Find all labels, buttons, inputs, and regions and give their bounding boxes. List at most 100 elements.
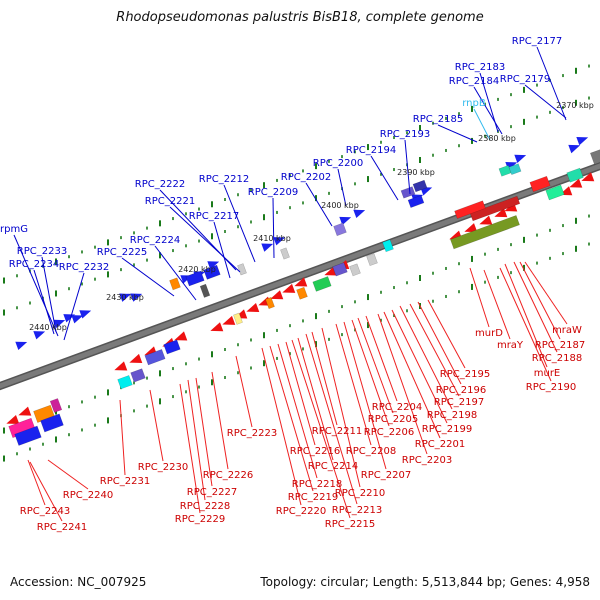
gene-label-bottom: murD	[475, 328, 503, 339]
label-leader-line	[305, 333, 358, 505]
label-leader-line	[377, 313, 428, 455]
reverse-gene-arrow	[246, 303, 260, 313]
label-leader-line	[499, 267, 552, 382]
scale-label: 2430 kbp	[106, 293, 144, 302]
label-leader-line	[297, 337, 334, 461]
label-leader-line	[235, 355, 253, 428]
gene-label-top: RPC_2194	[346, 145, 396, 156]
genome-summary: Topology: circular; Length: 5,513,844 bp…	[260, 575, 590, 589]
gene-label-top: RPC_2193	[380, 129, 430, 140]
gene-block	[312, 276, 332, 292]
label-leader-line	[337, 168, 347, 207]
gene-label-top: RPC_2184	[449, 76, 499, 87]
forward-gene-arrow	[420, 187, 433, 196]
gene-block	[382, 239, 394, 253]
gene-block	[469, 195, 521, 222]
label-leader-line	[179, 383, 201, 514]
forward-gene-arrow	[33, 331, 46, 340]
reverse-gene-arrow	[6, 415, 20, 425]
label-leader-line	[27, 459, 46, 506]
gene-label-top: RPC_2224	[130, 235, 180, 246]
gene-label-bottom: RPC_2205	[368, 414, 418, 425]
gene-label-bottom: RPC_2190	[526, 382, 576, 393]
gene-label-bottom: murE	[534, 368, 561, 379]
forward-gene-arrow	[207, 261, 220, 270]
gene-block	[332, 262, 348, 277]
gene-block	[400, 186, 416, 199]
scale-label: 2390 kbp	[397, 168, 435, 177]
gene-block	[144, 349, 166, 366]
forward-gene-arrow	[273, 237, 286, 246]
gene-label-top: RPC_2202	[281, 172, 331, 183]
gene-label-top: RPC_2234	[9, 259, 59, 270]
label-leader-line	[391, 309, 448, 424]
label-leader-line	[305, 182, 333, 227]
gene-block	[14, 425, 42, 446]
gene-label-bottom: RPC_2199	[422, 424, 472, 435]
reverse-gene-arrow	[270, 290, 284, 300]
gene-block	[296, 286, 308, 300]
label-leader-line	[311, 331, 338, 426]
gene-label-bottom: RPC_2227	[187, 487, 237, 498]
gene-block	[545, 184, 565, 201]
gene-label-bottom: RPC_2198	[427, 410, 477, 421]
reverse-gene-arrow	[464, 223, 478, 233]
scale-label: 2410 kbp	[253, 234, 291, 243]
gene-label-bottom: RPC_2229	[175, 514, 225, 525]
label-leader-line	[41, 256, 57, 333]
label-leader-line	[285, 341, 316, 446]
gene-label-bottom: RPC_2204	[372, 402, 422, 413]
gene-label-bottom: RPC_2220	[276, 506, 326, 517]
label-leader-line	[335, 323, 372, 446]
label-leader-line	[383, 311, 441, 439]
gene-label-bottom: RPC_2243	[20, 506, 70, 517]
gene-label-top: rnpB	[462, 98, 486, 109]
gene-block	[163, 339, 181, 355]
gene-label-top: RPC_2177	[512, 36, 562, 47]
label-leader-line	[321, 327, 361, 488]
reverse-gene-arrow	[222, 315, 236, 325]
gene-block	[589, 148, 600, 165]
gene-block	[130, 368, 146, 383]
label-leader-line	[119, 399, 126, 476]
label-leader-line	[63, 272, 85, 341]
label-leader-line	[399, 305, 453, 410]
forward-gene-arrow	[79, 310, 92, 319]
gene-label-bottom: RPC_2231	[100, 476, 150, 487]
gene-block	[366, 253, 378, 266]
label-leader-line	[469, 267, 490, 328]
gene-block	[529, 175, 551, 193]
label-leader-line	[121, 257, 175, 297]
reverse-gene-arrow	[282, 283, 296, 293]
gene-label-bottom: RPC_2201	[415, 439, 465, 450]
reverse-gene-arrow	[174, 331, 188, 341]
gene-block	[407, 194, 425, 208]
forward-gene-arrow	[71, 315, 84, 324]
gene-label-top: RPC_2200	[313, 158, 363, 169]
reverse-gene-arrow	[569, 178, 583, 188]
gene-label-top: RPC_2232	[59, 262, 109, 273]
forward-gene-arrow	[514, 154, 527, 163]
gene-label-bottom: RPC_2219	[288, 492, 338, 503]
gene-label-bottom: RPC_2218	[292, 479, 342, 490]
gene-block	[265, 296, 275, 310]
gene-block	[203, 264, 221, 280]
gene-label-bottom: mraW	[552, 325, 582, 336]
reverse-gene-arrow	[210, 322, 224, 332]
gene-block	[40, 413, 64, 433]
reverse-gene-arrow	[114, 361, 128, 371]
gene-label-bottom: RPC_2223	[227, 428, 277, 439]
gene-block	[280, 247, 290, 260]
label-leader-line	[370, 155, 399, 201]
gene-label-top: rpmG	[0, 224, 28, 235]
gene-label-bottom: RPC_2195	[440, 369, 490, 380]
gene-label-top: RPC_2222	[135, 179, 185, 190]
label-leader-line	[417, 301, 462, 385]
label-leader-line	[29, 461, 63, 522]
forward-gene-arrow	[15, 341, 28, 350]
label-leader-line	[351, 319, 390, 427]
gene-label-bottom: RPC_2228	[180, 501, 230, 512]
reverse-gene-arrow	[581, 172, 595, 182]
label-leader-line	[169, 206, 241, 273]
